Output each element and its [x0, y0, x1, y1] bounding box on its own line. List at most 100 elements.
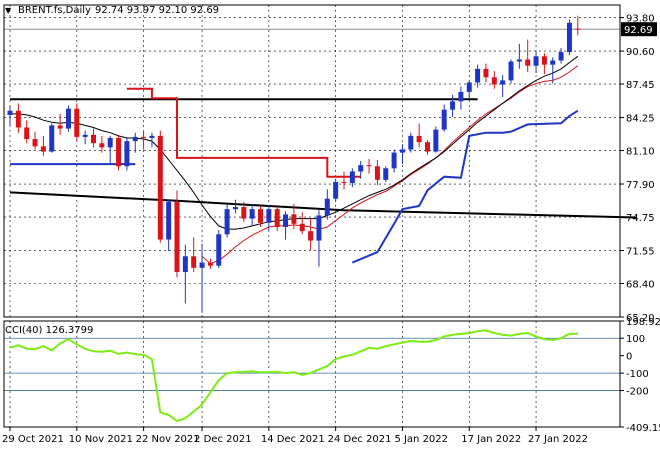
cci-indicator-label: CCI(40) 126.3799 — [5, 325, 93, 336]
cci-tick-label: 100 — [626, 334, 645, 345]
candlesticks — [7, 15, 581, 313]
symbol-label: BRENT.fs,Daily — [18, 5, 91, 16]
candle-body — [191, 256, 197, 268]
price-tick-label: 84.25 — [626, 114, 655, 125]
candle-body — [74, 108, 80, 137]
moving-average-red — [201, 65, 579, 265]
candle-body — [166, 201, 172, 240]
candle-body — [32, 139, 38, 147]
candle-body — [566, 22, 572, 53]
red-step-line — [126, 87, 361, 178]
candle-body — [274, 209, 280, 227]
candle-body — [249, 209, 255, 219]
price-tick-label: 68.40 — [626, 279, 655, 290]
candle-body — [466, 82, 472, 92]
candle-body — [541, 56, 547, 65]
price-tick-label: 90.60 — [626, 47, 655, 58]
time-tick-label: 24 Dec 2021 — [328, 434, 392, 445]
cci-tick-label: -200 — [626, 387, 649, 398]
cci-tick-label: -100 — [626, 369, 649, 380]
candle-body — [82, 134, 88, 137]
candle-body — [232, 207, 238, 210]
candle-body — [399, 149, 405, 153]
price-tick-label: 93.80 — [626, 14, 655, 25]
candle-body — [216, 234, 222, 266]
candle-body — [475, 68, 481, 83]
candle-body — [341, 181, 347, 183]
candle-body — [374, 166, 380, 180]
candle-body — [575, 28, 581, 30]
axes: 93.80 90.60 87.45 84.25 81.10 77.90 74.75 71.55… — [2, 4, 660, 445]
candle-body — [283, 214, 289, 227]
candle-body — [149, 135, 155, 138]
candle-body — [57, 125, 63, 129]
candle-body — [483, 68, 489, 78]
time-tick-label: 17 Jan 2022 — [461, 434, 521, 445]
candle-body — [40, 146, 46, 152]
cci-tick-label: -409.15 — [626, 423, 660, 434]
long-trend-line — [9, 191, 637, 219]
candle-body — [450, 101, 456, 110]
candle-body — [291, 214, 297, 224]
candle-body — [258, 209, 263, 223]
candle-body — [433, 129, 439, 152]
candle-body — [207, 262, 213, 266]
current-price-label: 92.69 — [624, 25, 653, 36]
candle-body — [349, 171, 355, 183]
price-tick-label: 71.55 — [626, 247, 655, 258]
ohlc-label: 92.74 93.97 92.10 92.69 — [95, 5, 219, 16]
current-price-box — [621, 22, 657, 37]
candle-body — [107, 137, 113, 148]
candle-body — [391, 152, 397, 169]
candle-body — [7, 110, 13, 115]
candle-body — [182, 256, 188, 272]
cci-tick-label: 0 — [626, 352, 632, 363]
candle-body — [316, 215, 322, 241]
candle-body — [99, 143, 105, 148]
time-tick-label: 5 Jan 2022 — [394, 434, 448, 445]
price-tick-label: 74.75 — [626, 213, 655, 224]
candle-body — [508, 61, 514, 81]
candle-body — [49, 125, 55, 152]
cci-line — [9, 329, 578, 423]
candle-body — [174, 201, 180, 272]
time-tick-label: 14 Dec 2021 — [261, 434, 325, 445]
blue-step-line — [10, 109, 579, 264]
candle-body — [324, 198, 330, 216]
candle-body — [141, 136, 147, 138]
time-tick-label: 27 Jan 2022 — [528, 434, 588, 445]
price-tick-label: 81.10 — [626, 147, 655, 158]
candle-body — [558, 52, 564, 61]
candle-body — [491, 77, 497, 85]
candle-body — [441, 109, 447, 130]
candle-body — [15, 110, 21, 128]
candle-body — [525, 59, 531, 66]
candle-body — [65, 108, 71, 129]
candle-body — [224, 209, 230, 235]
time-tick-label: 10 Nov 2021 — [69, 434, 133, 445]
collapse-arrow-icon[interactable]: ▼ — [5, 6, 12, 15]
price-tick-label: 65.20 — [626, 313, 655, 324]
candle-body — [425, 142, 430, 152]
price-tick-label: 77.90 — [626, 180, 655, 191]
candle-body — [333, 181, 339, 199]
candle-body — [500, 80, 506, 85]
candle-body — [550, 60, 556, 65]
candle-body — [241, 207, 247, 219]
candle-body — [132, 136, 138, 142]
candle-body — [24, 127, 30, 140]
candle-body — [533, 56, 539, 66]
time-tick-label: 2 Dec 2021 — [194, 434, 252, 445]
candle-body — [299, 223, 305, 232]
price-tick-label: 87.45 — [626, 80, 655, 91]
main-panel-frame — [3, 4, 621, 318]
cci-tick-label: 198.9222 — [626, 317, 660, 328]
candle-body — [458, 91, 464, 102]
cci-panel — [4, 329, 620, 423]
candle-body — [91, 134, 96, 144]
candle-body — [408, 135, 414, 150]
candle-body — [124, 141, 130, 167]
time-tick-label: 29 Oct 2021 — [2, 434, 64, 445]
candle-body — [358, 165, 364, 172]
